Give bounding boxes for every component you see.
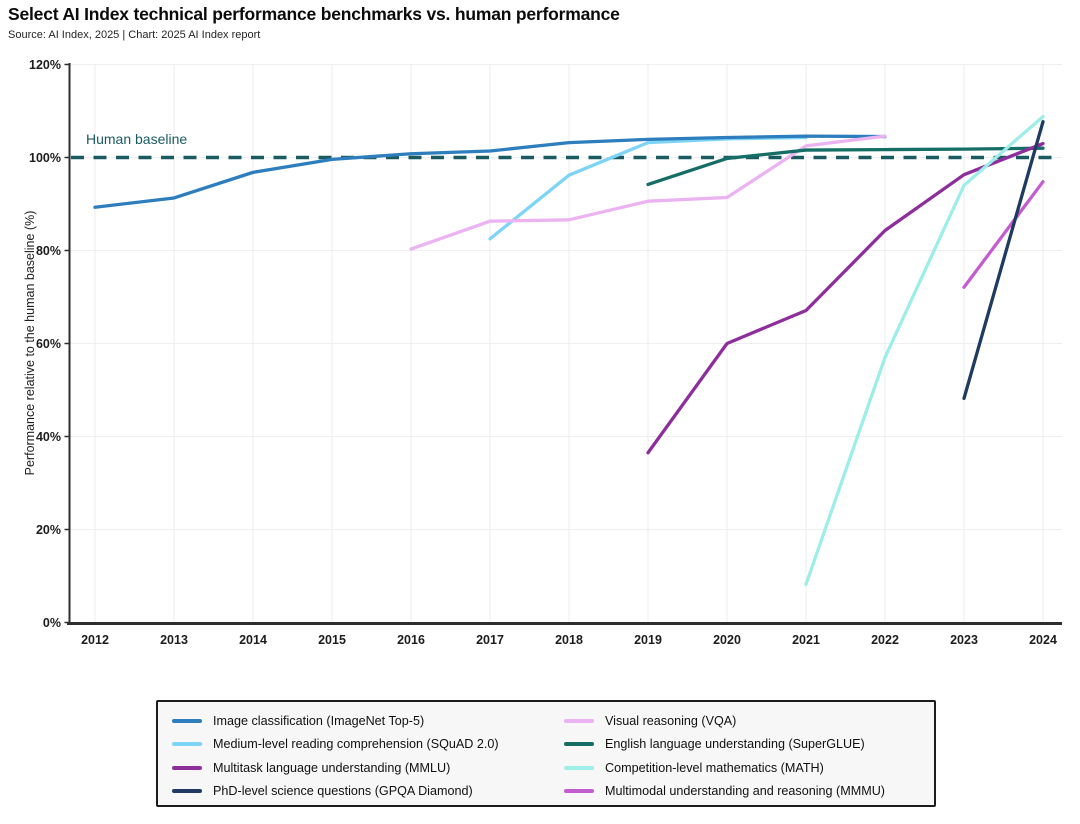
human-baseline-label: Human baseline bbox=[86, 131, 187, 147]
legend-swatch-mmlu bbox=[172, 765, 202, 770]
legend-swatch-squad bbox=[172, 742, 202, 747]
x-tick-label-2017: 2017 bbox=[476, 633, 504, 647]
x-tick-label-2020: 2020 bbox=[713, 633, 741, 647]
legend-label-gpqa: PhD-level science questions (GPQA Diamon… bbox=[213, 784, 473, 799]
series-line-mmlu bbox=[646, 141, 1045, 455]
y-tick-label-20: 20% bbox=[36, 523, 61, 537]
legend-swatch-gpqa bbox=[172, 789, 202, 794]
y-tick-label-80: 80% bbox=[36, 244, 61, 258]
legend-item-superglue: English language understanding (SuperGLU… bbox=[564, 737, 934, 751]
x-tick-label-2021: 2021 bbox=[792, 633, 820, 647]
x-tick-label-2015: 2015 bbox=[318, 633, 346, 647]
legend-item-mmlu: Multitask language understanding (MMLU) bbox=[172, 761, 564, 775]
legend-item-mmmu: Multimodal understanding and reasoning (… bbox=[564, 784, 934, 798]
legend-label-mmlu: Multitask language understanding (MMLU) bbox=[213, 760, 451, 775]
legend-label-squad: Medium-level reading comprehension (SQuA… bbox=[213, 737, 499, 752]
x-tick-label-2018: 2018 bbox=[555, 633, 583, 647]
legend-label-mmmu: Multimodal understanding and reasoning (… bbox=[605, 784, 885, 799]
legend-swatch-superglue bbox=[564, 742, 594, 747]
legend-label-imagenet: Image classification (ImageNet Top-5) bbox=[213, 713, 425, 728]
x-tick-label-2012: 2012 bbox=[81, 633, 109, 647]
x-tick-label-2013: 2013 bbox=[160, 633, 188, 647]
legend-label-math: Competition-level mathematics (MATH) bbox=[605, 760, 824, 775]
series-line-mmmu bbox=[962, 180, 1045, 289]
legend-item-squad: Medium-level reading comprehension (SQuA… bbox=[172, 737, 564, 751]
legend-item-gpqa: PhD-level science questions (GPQA Diamon… bbox=[172, 784, 564, 798]
series-line-vqa bbox=[409, 134, 887, 251]
y-tick-label-120: 120% bbox=[29, 58, 61, 72]
legend-label-superglue: English language understanding (SuperGLU… bbox=[605, 737, 865, 752]
chart-legend: Image classification (ImageNet Top-5) Med… bbox=[156, 700, 936, 807]
source-line: Source: AI Index, 2025 | Chart: 2025 AI … bbox=[8, 29, 261, 41]
y-tick-label-0: 0% bbox=[43, 616, 61, 630]
x-tick-label-2014: 2014 bbox=[239, 633, 267, 647]
performance-line-chart: 0% 20% 40% 60% 80% 100% 120% 2012 2013 2014 2015 20… bbox=[29, 58, 1062, 647]
x-tick-label-2019: 2019 bbox=[634, 633, 662, 647]
y-tick-label-100: 100% bbox=[29, 151, 61, 165]
legend-swatch-imagenet bbox=[172, 718, 202, 723]
legend-item-imagenet: Image classification (ImageNet Top-5) bbox=[172, 714, 564, 728]
legend-item-math: Competition-level mathematics (MATH) bbox=[564, 761, 934, 775]
series-line-math bbox=[804, 114, 1045, 587]
y-tick-label-40: 40% bbox=[36, 430, 61, 444]
legend-label-vqa: Visual reasoning (VQA) bbox=[605, 713, 737, 728]
x-tick-label-2016: 2016 bbox=[397, 633, 425, 647]
x-tick-label-2024: 2024 bbox=[1029, 633, 1057, 647]
legend-swatch-math bbox=[564, 765, 594, 770]
series-line-imagenet bbox=[93, 134, 887, 209]
legend-item-vqa: Visual reasoning (VQA) bbox=[564, 714, 934, 728]
x-tick-label-2022: 2022 bbox=[871, 633, 899, 647]
series-line-gpqa bbox=[962, 120, 1045, 401]
legend-swatch-mmmu bbox=[564, 789, 594, 794]
series-line-superglue bbox=[646, 146, 1045, 187]
y-tick-label-60: 60% bbox=[36, 337, 61, 351]
page-title: Select AI Index technical performance be… bbox=[8, 4, 620, 24]
x-tick-label-2023: 2023 bbox=[950, 633, 978, 647]
legend-swatch-vqa bbox=[564, 718, 594, 723]
